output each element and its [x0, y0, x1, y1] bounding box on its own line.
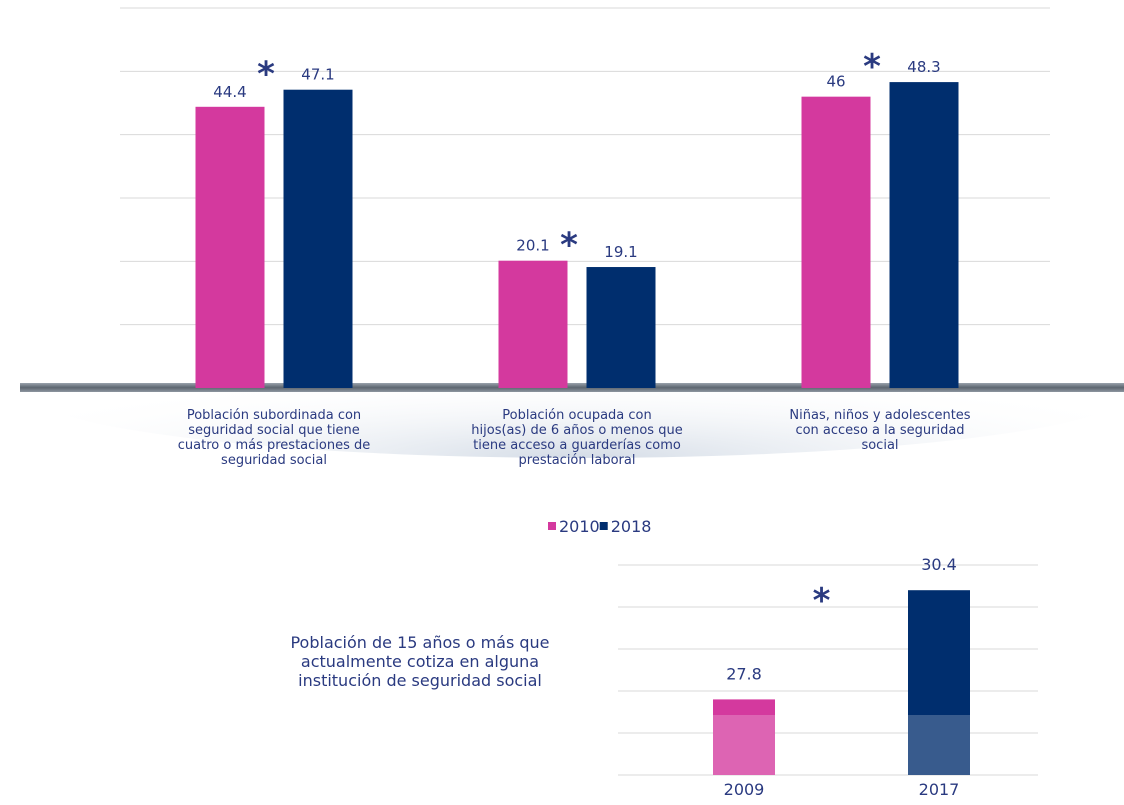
category-label: Población ocupada con hijos(as) de 6 año… — [471, 408, 683, 468]
value-label: 47.1 — [301, 66, 334, 84]
bar-sheen — [713, 715, 775, 775]
value-label: 30.4 — [921, 555, 957, 574]
value-label: 27.8 — [726, 664, 762, 683]
category-label: Niñas, niños y adolescentes con acceso a… — [789, 408, 971, 453]
bar — [713, 699, 775, 775]
bar — [801, 96, 871, 389]
annotation: * — [813, 581, 831, 621]
value-label: 46 — [826, 73, 845, 91]
value-label: 20.1 — [516, 237, 549, 255]
annotation: * — [863, 47, 881, 87]
annotation: * — [257, 55, 275, 95]
legend-label: 2018 — [611, 517, 652, 536]
x-tick-label: 2009 — [724, 780, 765, 799]
value-label: 44.4 — [213, 83, 246, 101]
bar — [586, 267, 656, 388]
bar — [195, 106, 265, 389]
x-tick-label: 2017 — [919, 780, 960, 799]
legend-swatch — [548, 522, 556, 530]
baseline — [20, 383, 1124, 392]
bar — [283, 89, 353, 388]
legend-swatch — [599, 522, 608, 530]
bar — [498, 260, 568, 388]
value-label: 19.1 — [604, 243, 637, 261]
chart-title: Población de 15 años o más que actualmen… — [290, 633, 550, 690]
annotation: * — [560, 226, 578, 266]
value-label: 48.3 — [907, 58, 940, 76]
bar — [889, 82, 959, 388]
category-label: Población subordinada con seguridad soci… — [177, 408, 371, 468]
legend-label: 2010 — [559, 517, 600, 536]
bar — [908, 590, 970, 775]
bar-sheen — [908, 715, 970, 775]
